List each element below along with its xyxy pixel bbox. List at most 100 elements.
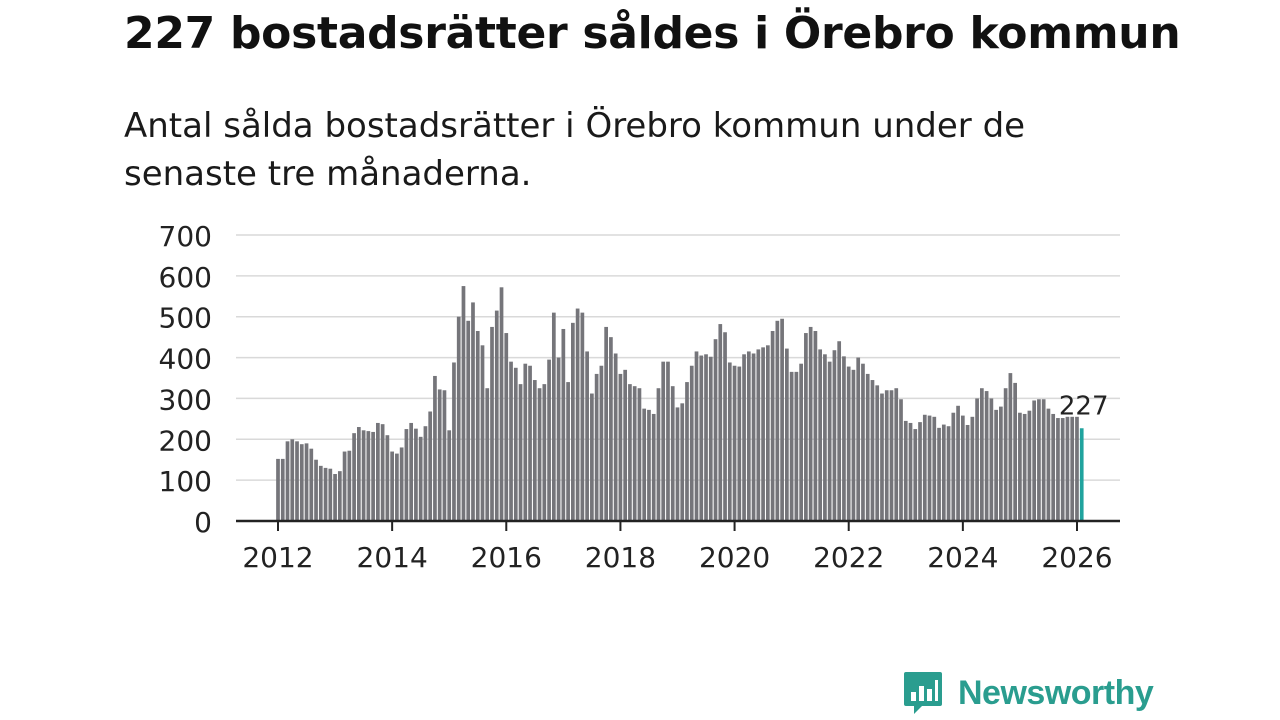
bar — [380, 424, 385, 521]
bar — [727, 362, 732, 521]
bar — [994, 409, 998, 521]
bar — [537, 388, 542, 521]
bar — [946, 426, 951, 521]
x-tick-label: 2014 — [357, 541, 428, 574]
bar — [561, 328, 566, 521]
bar — [618, 373, 623, 521]
bar — [794, 371, 799, 521]
bar — [428, 411, 433, 521]
bar — [837, 341, 842, 521]
bar — [575, 308, 580, 521]
bar — [528, 365, 532, 521]
bar — [1051, 413, 1056, 521]
bar — [490, 326, 494, 521]
last-value-label: 227 — [1059, 391, 1109, 421]
bar — [880, 393, 884, 521]
bar — [889, 390, 894, 521]
bar — [551, 312, 556, 521]
bar — [1032, 400, 1037, 521]
bar — [808, 326, 813, 521]
bar — [513, 367, 518, 521]
bar — [1041, 399, 1046, 521]
bar — [637, 388, 642, 521]
bar — [1027, 410, 1032, 521]
brand-name: Newsworthy — [958, 673, 1154, 712]
bar — [970, 416, 975, 521]
bar — [333, 474, 337, 521]
bar — [1060, 418, 1065, 521]
bar — [352, 433, 356, 521]
bar — [433, 375, 437, 521]
bar — [685, 382, 689, 521]
bar — [366, 431, 371, 521]
bar — [937, 427, 941, 521]
bar — [494, 310, 499, 521]
bar — [1022, 413, 1027, 521]
x-axis-labels: 2012 2014 2016 2018 2020 2022 2024 2026 — [242, 521, 1113, 574]
bar — [404, 429, 409, 521]
bar — [342, 451, 347, 521]
bar — [732, 365, 737, 521]
bar — [927, 415, 932, 521]
bar — [656, 388, 661, 521]
bar — [504, 333, 509, 521]
bar — [566, 382, 570, 521]
bar — [542, 384, 547, 521]
y-tick-label: 0 — [194, 506, 212, 539]
bar — [509, 361, 513, 521]
bars — [276, 286, 1084, 521]
brand-logo: Newsworthy — [902, 670, 1154, 716]
bar — [485, 388, 490, 521]
bar — [899, 399, 903, 521]
bar — [823, 354, 827, 521]
bar — [846, 366, 851, 521]
bar — [651, 413, 656, 521]
bar — [689, 365, 694, 521]
bar — [604, 326, 609, 521]
bar — [742, 354, 746, 521]
bar — [984, 391, 989, 521]
bar — [770, 331, 775, 521]
y-tick-label: 300 — [159, 383, 212, 416]
bar — [632, 386, 637, 521]
bar — [532, 380, 537, 521]
bar — [708, 356, 713, 521]
bar — [832, 350, 837, 521]
newsworthy-logo-icon — [904, 672, 942, 714]
bar — [280, 458, 285, 521]
bar — [694, 351, 699, 521]
bar — [761, 347, 765, 521]
bar — [775, 320, 780, 521]
bar — [395, 453, 399, 521]
bar — [523, 363, 528, 521]
bar — [670, 386, 675, 521]
bar — [480, 345, 485, 521]
bar — [785, 348, 789, 521]
bar — [827, 361, 832, 521]
chart-title: 227 bostadsrätter såldes i Örebro kommun — [124, 8, 1181, 59]
bar — [818, 349, 823, 521]
bar — [309, 448, 314, 521]
bar — [323, 467, 328, 521]
bar — [699, 355, 704, 521]
bar — [1065, 416, 1070, 521]
bar — [661, 361, 666, 521]
bar — [746, 351, 751, 521]
bar — [723, 332, 727, 521]
bar — [789, 371, 794, 521]
bar — [894, 388, 899, 521]
x-tick-label: 2016 — [471, 541, 542, 574]
bar — [842, 356, 846, 521]
bar — [908, 422, 913, 521]
bar — [623, 369, 628, 521]
bar — [975, 398, 979, 521]
bar — [475, 331, 480, 521]
bar — [547, 359, 551, 521]
bar — [865, 373, 870, 521]
bar — [999, 406, 1003, 521]
bar — [466, 320, 471, 521]
bar — [628, 384, 632, 521]
bar — [571, 322, 575, 521]
bar — [1046, 408, 1051, 521]
